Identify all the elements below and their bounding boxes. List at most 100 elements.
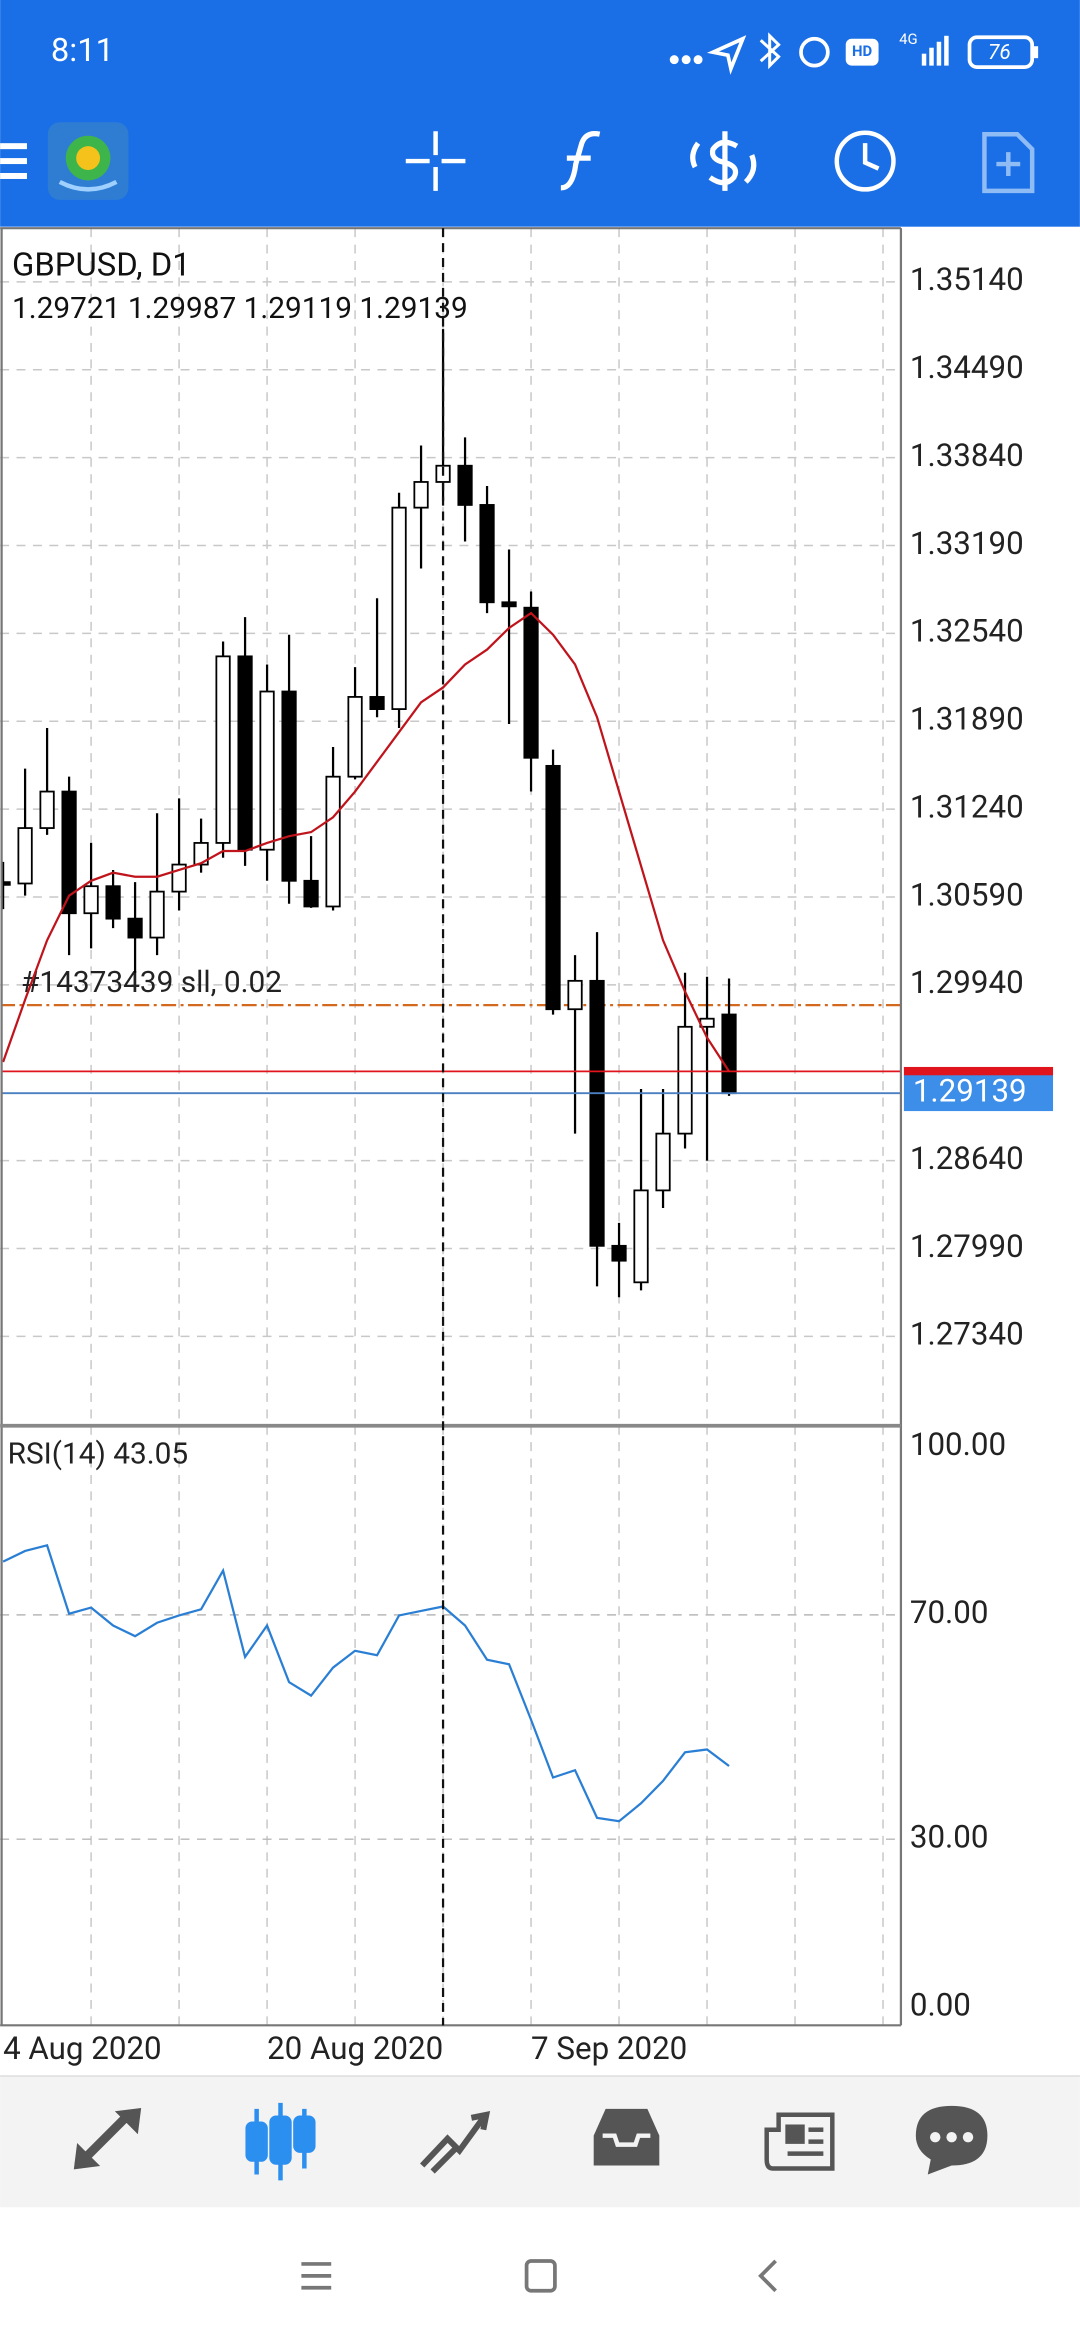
- trade-tab-part: [430, 2145, 459, 2174]
- status-icons-part: [845, 38, 879, 66]
- chat-tab-part: [930, 2131, 941, 2143]
- trade-tab-part: [420, 2116, 486, 2168]
- clock: 8:11: [51, 32, 114, 70]
- status-icons-part: [921, 53, 927, 66]
- candle-body: [677, 1025, 693, 1135]
- chart-tab-part: [269, 2115, 292, 2165]
- new-order-button[interactable]: [982, 131, 1035, 194]
- candle-body: [523, 606, 539, 759]
- x-tick-label: 4 Aug 2020: [3, 2030, 162, 2067]
- history-tab-part: [593, 2108, 660, 2166]
- y-tick-label: 1.30590: [910, 876, 1024, 913]
- y-tick-label: 1.34490: [910, 349, 1024, 386]
- trade-tab-part: [470, 2110, 491, 2131]
- trade-button-part: [743, 154, 757, 184]
- chart-tab-part: [245, 2121, 268, 2162]
- quotes-tab-part: [114, 2107, 142, 2135]
- trade-button[interactable]: [690, 131, 757, 191]
- candle-body: [721, 1013, 737, 1095]
- candle-body: [633, 1189, 649, 1284]
- home-button[interactable]: [524, 2259, 557, 2293]
- menu-button-part: [0, 158, 27, 165]
- news-tab-part: [764, 2112, 835, 2171]
- chat-tab-part: [946, 2131, 957, 2143]
- chart-tab-part: [293, 2115, 316, 2153]
- timeframe-button-part: [862, 143, 880, 171]
- recents-button[interactable]: [301, 2262, 332, 2290]
- candle-body: [479, 504, 495, 604]
- candle-body: [61, 790, 77, 915]
- news-tab[interactable]: [764, 2112, 835, 2171]
- hd-label: HD: [852, 42, 873, 60]
- timeframe-button-part: [834, 130, 896, 192]
- rsi-line: [2, 1544, 730, 1823]
- quotes-tab-part: [73, 2143, 101, 2170]
- y-tick-label: 1.27990: [910, 1228, 1024, 1265]
- status-icons-part: [681, 55, 691, 65]
- rsi-plot: [2, 1544, 730, 1823]
- status-icons-part: [944, 35, 949, 66]
- candle-body: [303, 879, 319, 908]
- y-tick-label: 1.35140: [910, 261, 1024, 298]
- candle-body: [567, 979, 583, 1011]
- x-tick-label: 7 Sep 2020: [531, 2030, 687, 2067]
- chat-tab[interactable]: [915, 2105, 988, 2175]
- system-nav: [301, 2259, 777, 2293]
- last-price-label: 1.29139: [913, 1072, 1027, 1109]
- menu-button[interactable]: [0, 143, 27, 179]
- candle-body: [1, 881, 11, 886]
- ohlc-label: 1.29721 1.29987 1.29119 1.29139: [12, 291, 468, 326]
- status-icons-part: [669, 55, 679, 65]
- network-label: 4G: [899, 30, 918, 48]
- y-tick-label: 1.28640: [910, 1140, 1024, 1177]
- status-icons-part: [936, 41, 942, 66]
- candle-body: [589, 979, 605, 1247]
- candle-body: [149, 890, 165, 939]
- candle-body: [545, 764, 561, 1011]
- axes: [0, 227, 903, 2027]
- y-tick-label: 1.32540: [910, 613, 1024, 650]
- timeframe-button[interactable]: [834, 130, 896, 192]
- chart-title: GBPUSD, D1: [12, 247, 191, 285]
- battery-label: 76: [988, 41, 1011, 65]
- chart-tab[interactable]: [245, 2102, 316, 2181]
- indicators-button[interactable]: [560, 131, 601, 191]
- y-tick-label: 1.33840: [910, 437, 1024, 474]
- menu-button-part: [0, 173, 27, 179]
- trade-button-part: [690, 141, 701, 169]
- candle-body: [39, 790, 55, 829]
- status-icons-part: [929, 47, 934, 66]
- candle-body: [83, 885, 99, 915]
- candle-body: [655, 1132, 671, 1192]
- app-logo[interactable]: [47, 122, 129, 200]
- crosshair-button[interactable]: [405, 131, 466, 191]
- status-icons-part: [1033, 46, 1039, 59]
- rsi-title: RSI(14) 43.05: [8, 1436, 189, 1471]
- y-tick-label: 1.27340: [910, 1316, 1024, 1353]
- y-tick-label: 0.00: [910, 1987, 971, 2024]
- indicators-button-part: [560, 131, 601, 191]
- candle-body: [105, 885, 121, 920]
- history-tab[interactable]: [593, 2108, 660, 2166]
- status-icons-part: [799, 36, 830, 68]
- status-icons-part: [967, 35, 1035, 69]
- app-logo-part: [58, 179, 118, 192]
- trade-tab[interactable]: [420, 2110, 491, 2174]
- candle-body: [17, 827, 33, 885]
- candle-body: [193, 842, 209, 866]
- candle-body: [127, 917, 143, 939]
- ask-marker: [903, 1066, 1054, 1076]
- quotes-tab[interactable]: [73, 2107, 142, 2170]
- status-icons-part: [706, 35, 747, 75]
- candle-body: [413, 481, 429, 509]
- candle-body: [611, 1244, 627, 1262]
- candle-body: [281, 690, 297, 882]
- price-plot: #14373439 sll, 0.02: [1, 329, 901, 1298]
- labels: 1.35140 1.34490 1.33840 1.33190 1.32540 1.318…: [3, 228, 1054, 2067]
- last-price-box: [903, 1075, 1054, 1112]
- back-button[interactable]: [758, 2259, 777, 2293]
- bottom-nav: [0, 2076, 1080, 2208]
